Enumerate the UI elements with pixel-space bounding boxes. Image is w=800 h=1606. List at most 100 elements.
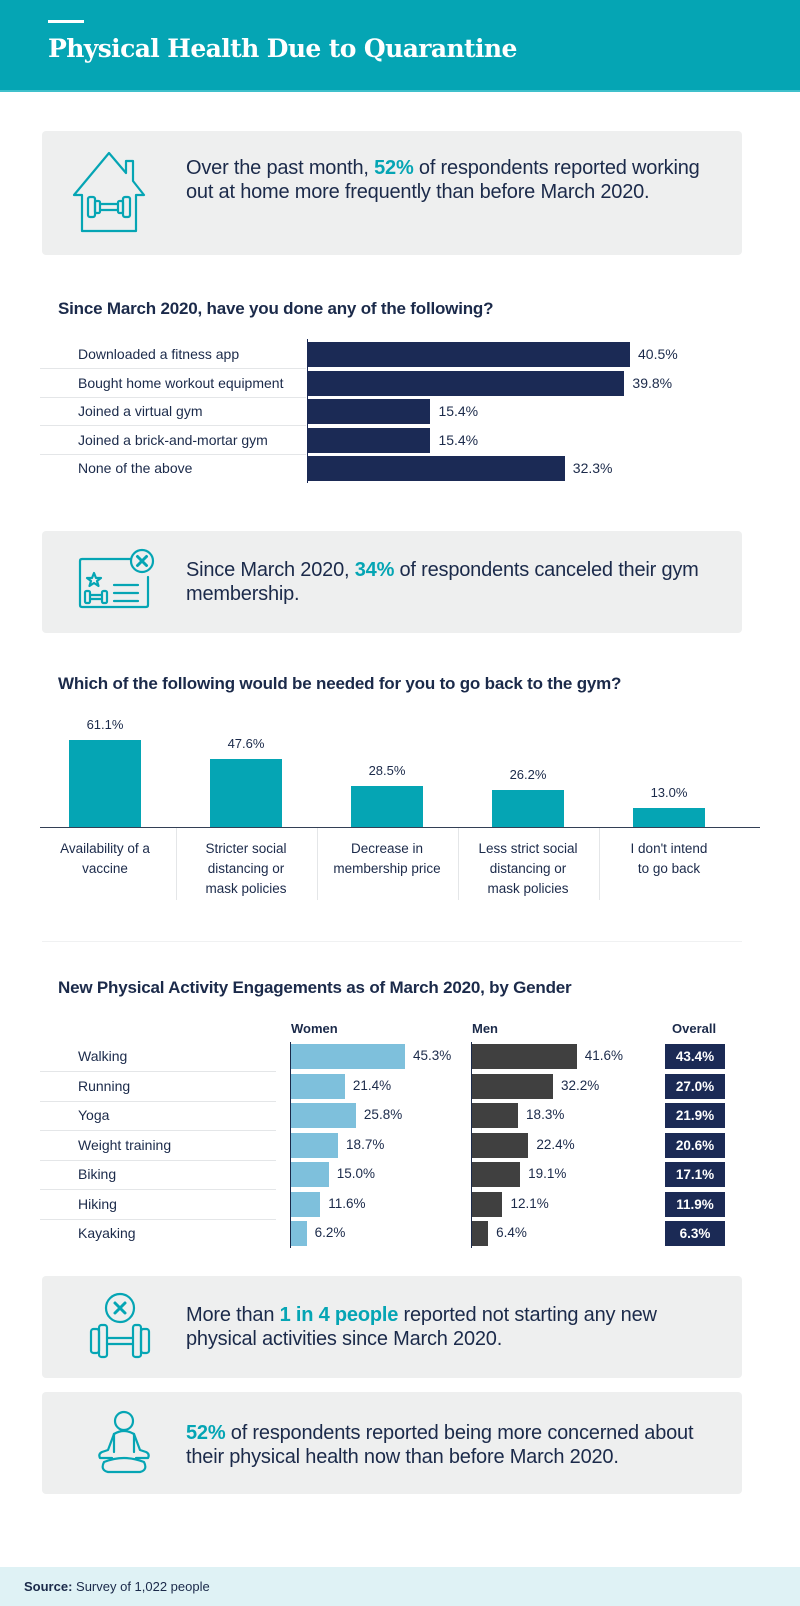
chart2-category-label: Decrease in membership price <box>320 839 454 879</box>
row-separator <box>40 1189 276 1190</box>
men-bar <box>472 1221 489 1246</box>
column-divider <box>458 828 459 900</box>
chart1-value-label: 40.5% <box>638 346 678 362</box>
header-banner: Physical Health Due to Quarantine <box>0 0 800 92</box>
men-bar <box>472 1162 521 1187</box>
chart2-bar <box>633 808 705 827</box>
source-note: Source: Survey of 1,022 people <box>24 1579 210 1594</box>
overall-value-badge: 17.1% <box>665 1162 725 1187</box>
chart1-category-label: Bought home workout equipment <box>78 374 284 391</box>
meditation-person-icon <box>98 1410 150 1474</box>
source-label: Source: <box>24 1579 73 1594</box>
chart3-category-label: Yoga <box>78 1107 110 1123</box>
callout-highlight: 34% <box>354 559 395 581</box>
chart2-value-label: 61.1% <box>86 717 124 732</box>
overall-value-badge: 20.6% <box>665 1132 725 1158</box>
chart1-category-label: Joined a brick-and-mortar gym <box>78 431 268 448</box>
callout-health-concern: 52% of respondents reported being more c… <box>42 1392 742 1494</box>
women-value-label: 6.2% <box>314 1225 346 1240</box>
source-text: Survey of 1,022 people <box>72 1579 210 1594</box>
membership-card-cancel-icon <box>78 548 155 609</box>
callout-highlight: 1 in 4 people <box>279 1304 399 1326</box>
category-line: distancing or <box>489 861 567 876</box>
chart-since-march: Downloaded a fitness app 40.5% Bought home… <box>40 339 740 485</box>
chart1-row: None of the above 32.3% <box>40 454 740 482</box>
callout-home-workout: Over the past month, 52% of respondents … <box>42 131 742 255</box>
women-value-label: 25.8% <box>363 1107 403 1122</box>
category-line: vaccine <box>82 861 128 876</box>
callout-highlight: 52% <box>374 157 414 179</box>
row-separator <box>40 1071 276 1072</box>
women-bar <box>291 1162 329 1187</box>
chart2-bar <box>351 786 423 827</box>
chart2-category-label: Stricter social distancing or mask policie… <box>179 839 313 899</box>
column-divider <box>599 828 600 900</box>
overall-value-badge: 21.9% <box>665 1103 725 1128</box>
chart1-value-label: 15.4% <box>438 431 479 448</box>
chart1-row: Bought home workout equipment 39.8% <box>40 369 740 398</box>
men-column-header: Men <box>472 1021 498 1036</box>
chart1-row: Joined a virtual gym 15.4% <box>40 397 740 426</box>
chart2-value-label: 28.5% <box>368 763 406 779</box>
men-value-label: 18.3% <box>526 1107 565 1122</box>
column-divider <box>176 828 177 900</box>
chart2-baseline <box>40 827 760 828</box>
callout-text: More than 1 in 4 people reported not sta… <box>186 1304 657 1350</box>
row-separator <box>40 425 306 426</box>
chart1-bar <box>308 370 625 396</box>
chart2-value-label: 13.0% <box>650 785 688 801</box>
chart3-category-label: Running <box>78 1077 131 1094</box>
category-line: Decrease in <box>350 841 424 856</box>
women-bar <box>291 1044 405 1069</box>
chart2-category-label: Availability of a vaccine <box>38 839 172 879</box>
category-line: Stricter social <box>205 841 287 856</box>
women-value-label: 45.3% <box>413 1048 452 1063</box>
house-dumbbell-icon <box>72 151 146 233</box>
chart1-category-label: Downloaded a fitness app <box>78 346 240 362</box>
category-line: Availability of a <box>60 841 150 856</box>
chart1-bar <box>308 399 431 424</box>
row-separator <box>40 1218 276 1220</box>
chart3-category-label: Biking <box>78 1166 117 1182</box>
men-bar <box>472 1132 529 1158</box>
chart3-category-label: Hiking <box>78 1195 117 1212</box>
category-line: mask policies <box>487 881 569 896</box>
overall-value-badge: 43.4% <box>665 1044 725 1069</box>
men-bar <box>472 1073 554 1099</box>
men-value-label: 22.4% <box>536 1136 575 1152</box>
chart2-value-label: 26.2% <box>509 766 547 782</box>
category-line: to go back <box>637 861 701 876</box>
chart3-row: Running 21.4% 32.2% 27.0% <box>40 1072 760 1102</box>
chart1-category-label: Joined a virtual gym <box>78 403 203 419</box>
callout-no-new-activity: More than 1 in 4 people reported not sta… <box>42 1276 742 1378</box>
overall-value-badge: 27.0% <box>665 1073 725 1099</box>
row-separator <box>40 1100 276 1102</box>
men-bar <box>472 1044 577 1069</box>
section-divider <box>42 941 742 942</box>
callout-text: Since March 2020, 34% of respondents can… <box>186 559 699 605</box>
category-line: membership price <box>333 861 441 876</box>
women-axis <box>290 1042 291 1248</box>
row-separator <box>40 1130 276 1131</box>
chart3-row: Hiking 11.6% 12.1% 11.9% <box>40 1190 760 1220</box>
chart3-category-label: Weight training <box>78 1136 172 1153</box>
chart3-row: Walking 45.3% 41.6% 43.4% <box>40 1042 760 1072</box>
women-bar <box>291 1191 321 1217</box>
women-value-label: 18.7% <box>346 1136 385 1152</box>
men-value-label: 6.4% <box>496 1225 527 1240</box>
chart-activity-by-gender: Women Men Overall Walking 45.3% 41.6% 43.4%… <box>40 1015 760 1255</box>
chart1-row: Joined a brick-and-mortar gym 15.4% <box>40 426 740 455</box>
men-value-label: 19.1% <box>528 1166 567 1181</box>
chart3-row: Biking 15.0% 19.1% 17.1% <box>40 1160 760 1190</box>
chart-back-to-gym: 61.1% Availability of a vaccine 47.6% Strict… <box>40 710 760 910</box>
chart1-value-label: 15.4% <box>438 403 479 419</box>
men-value-label: 41.6% <box>584 1048 623 1063</box>
chart2-value-label: 47.6% <box>227 736 265 752</box>
chart1-axis <box>307 339 308 483</box>
header-rule <box>48 20 84 23</box>
men-value-label: 12.1% <box>510 1195 549 1211</box>
chart1-value-label: 39.8% <box>632 374 673 391</box>
chart2-category-label: I don't intend to go back <box>602 839 736 879</box>
chart2-bar <box>69 740 141 827</box>
row-separator <box>40 368 306 369</box>
